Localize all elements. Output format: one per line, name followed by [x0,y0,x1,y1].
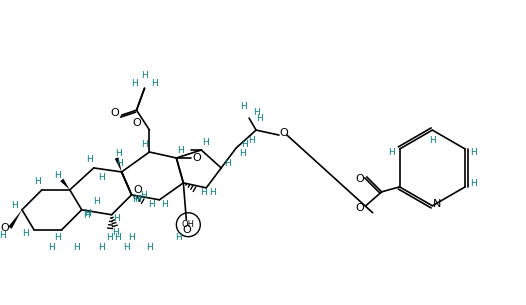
Text: H: H [151,79,158,88]
Text: H: H [239,149,246,159]
Text: H: H [470,148,477,156]
Text: H: H [177,145,184,155]
Text: O: O [110,108,119,118]
Text: H: H [116,160,123,168]
Text: H: H [74,243,80,252]
Text: H: H [123,243,130,252]
Text: H: H [241,139,248,149]
Text: H: H [115,149,122,159]
Text: H: H [83,211,90,220]
Text: O: O [280,128,288,138]
Text: O: O [1,223,9,233]
Text: N: N [433,199,441,209]
Text: H: H [252,108,259,117]
Text: H: H [161,200,168,209]
Polygon shape [8,210,22,229]
Text: O: O [182,225,191,235]
Text: H: H [48,243,55,252]
Text: H: H [141,71,148,80]
Text: H: H [86,156,93,164]
Text: H: H [200,188,207,197]
Text: H: H [55,233,61,242]
Polygon shape [115,157,122,172]
Text: H: H [146,243,153,252]
Polygon shape [60,179,70,190]
Text: H: H [131,79,138,88]
Text: H: H [248,135,255,145]
Text: H: H [113,214,120,223]
Text: H: H [98,174,105,182]
Text: H: H [106,233,113,242]
Text: OH: OH [182,220,195,229]
Text: H: H [240,102,247,111]
Text: H: H [209,188,216,197]
Text: H: H [114,233,121,242]
Text: H: H [35,178,42,186]
Text: H: H [224,160,230,168]
Text: H: H [175,233,182,242]
Text: H: H [98,243,105,252]
Text: H: H [140,191,147,200]
Text: O: O [132,118,141,128]
Text: O: O [192,153,201,163]
Text: H: H [11,201,17,210]
Text: H: H [202,138,209,146]
Text: H: H [93,197,100,206]
Text: H: H [256,114,262,123]
Text: H: H [141,139,148,149]
Text: H: H [134,195,141,204]
Text: O: O [133,185,142,195]
Text: H: H [388,148,395,156]
Text: H: H [23,229,29,238]
Text: H: H [132,195,139,204]
Text: H: H [429,135,436,145]
Text: H: H [128,233,135,242]
Text: H: H [55,171,61,181]
Text: O: O [356,174,364,184]
Text: H: H [84,209,91,218]
Text: H: H [112,228,119,237]
Text: H: H [148,200,155,209]
Text: H: H [0,231,5,240]
Text: H: H [470,179,477,188]
Text: O: O [356,203,364,213]
